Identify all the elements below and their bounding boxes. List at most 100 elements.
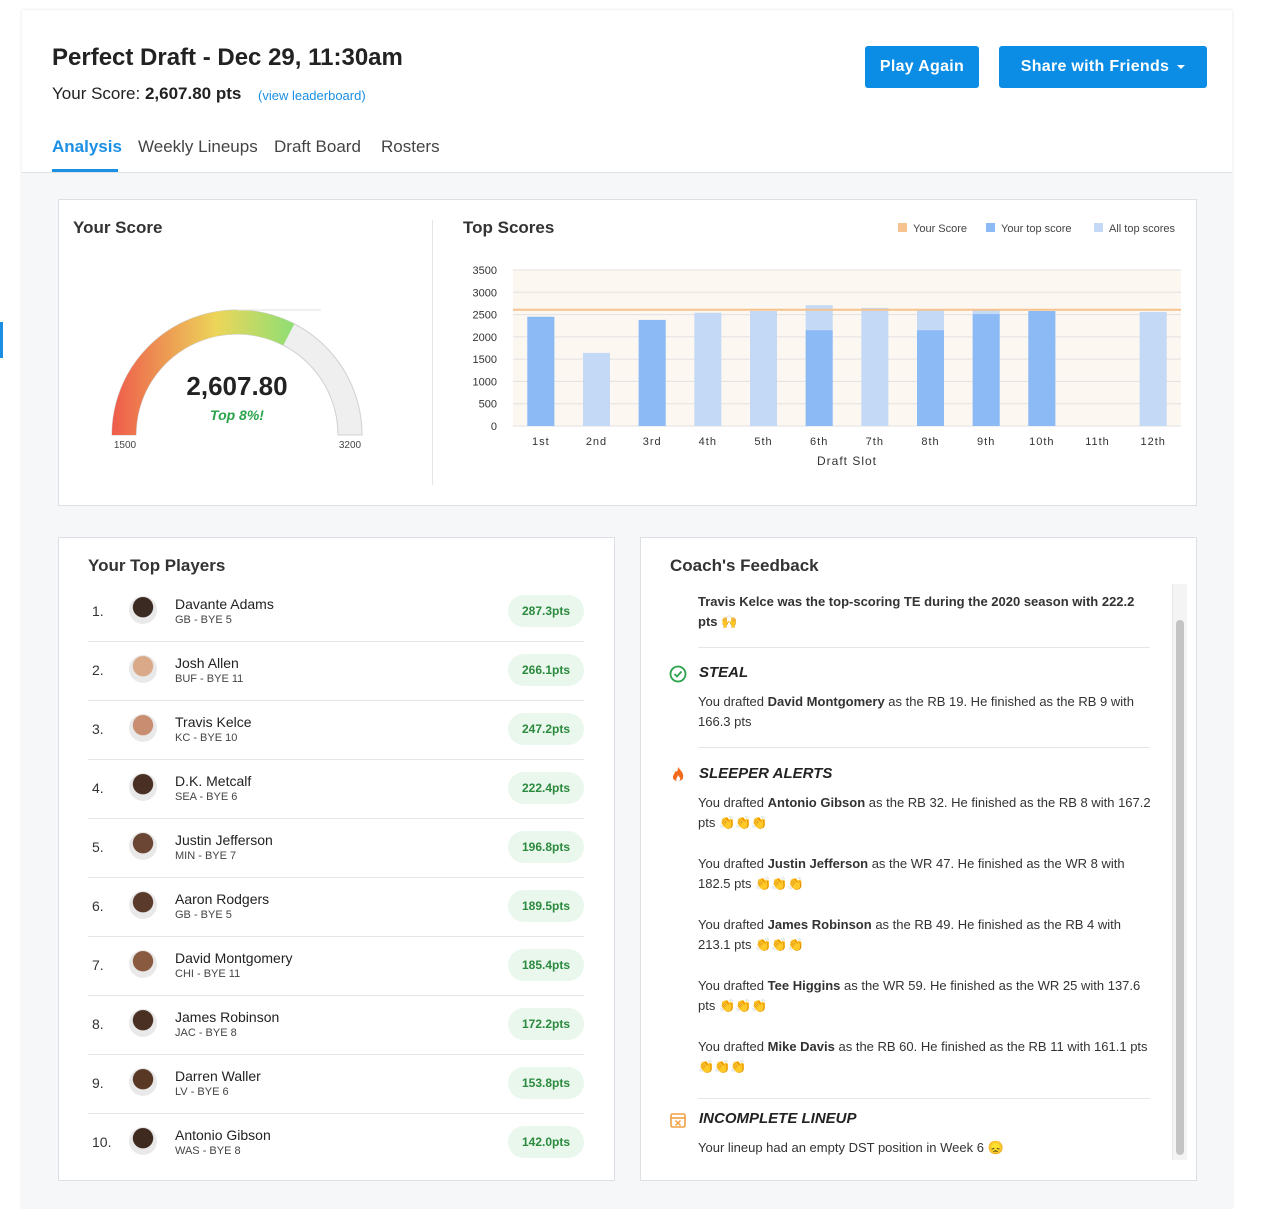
rank: 9. [92, 1075, 104, 1091]
tab[interactable]: Rosters [381, 137, 440, 156]
bar [583, 352, 610, 426]
section-divider [698, 747, 1150, 748]
tab[interactable]: Draft Board [274, 137, 361, 156]
row-divider [88, 936, 584, 937]
text: as the WR 47. He finished as the WR 8 wi… [698, 856, 1125, 891]
feedback-text: You drafted Tee Higgins as the WR 59. He… [698, 976, 1154, 1016]
row-divider [88, 877, 584, 878]
points-pill: 222.4pts [508, 772, 584, 804]
player-name: David Montgomery [175, 950, 293, 966]
points-pill: 142.0pts [508, 1126, 584, 1158]
score: 2,607.80 pts [144, 84, 242, 103]
player-name: Tee Higgins [767, 978, 841, 993]
points-pill: 153.8pts [508, 1067, 584, 1099]
text: as the RB 19. He finished as the RB 9 wi… [698, 694, 1134, 729]
feedback-text: You drafted David Montgomery as the RB 1… [698, 692, 1154, 732]
player-name: Mike Davis [767, 1039, 835, 1054]
y-tick-label: 3500 [473, 265, 497, 277]
y-tick-label: 3000 [473, 287, 497, 299]
text: You drafted [698, 917, 765, 932]
avatar [129, 596, 157, 624]
points-pill: 196.8pts [508, 831, 584, 863]
section-divider [698, 647, 1150, 648]
points-pill: 287.3pts [508, 595, 584, 627]
player-team: LV - BYE 6 [175, 1086, 229, 1098]
scroll-thumb[interactable] [1176, 620, 1184, 1155]
score-label: Your Score: [52, 84, 141, 103]
rank: 3. [92, 721, 104, 737]
tab[interactable]: Analysis [52, 137, 122, 156]
player-name: Antonio Gibson [767, 795, 866, 810]
section-divider [698, 1098, 1150, 1099]
bar [638, 319, 666, 426]
section-title: SLEEPER ALERTS [699, 765, 833, 782]
rank: 10. [92, 1134, 112, 1150]
chart-title: Top Scores [463, 218, 554, 237]
player-name: Aaron Rodgers [175, 891, 270, 907]
player-name: Travis Kelce [698, 594, 774, 609]
top-players-title: Your Top Players [88, 556, 226, 575]
avatar [129, 655, 157, 683]
feedback-text: You drafted James Robinson as the RB 49.… [698, 915, 1154, 955]
avatar [129, 891, 157, 919]
gauge-title: Your Score [73, 218, 162, 237]
avatar [129, 1068, 157, 1096]
y-tick-label: 2000 [473, 332, 497, 344]
player-name: Josh Allen [175, 655, 239, 671]
leaderboard-link[interactable]: (view leaderboard) [258, 88, 366, 103]
points-pill: 266.1pts [508, 654, 584, 686]
charts: Your Score 2,607.80 Top 8%! 1500 3200 Top Sco… [73, 218, 1181, 468]
legend-label: Your Score [913, 223, 967, 235]
x-tick-label: 6th [810, 436, 828, 448]
row-divider [88, 700, 584, 701]
rank: 8. [92, 1016, 104, 1032]
y-tick-label: 1500 [473, 354, 497, 366]
tab[interactable]: Weekly Lineups [138, 137, 258, 156]
bar [1139, 311, 1167, 426]
bar [972, 314, 1000, 426]
rank: 4. [92, 780, 104, 796]
x-axis-label: Draft Slot [817, 454, 877, 468]
player-team: GB - BYE 5 [175, 909, 232, 921]
x-tick-label: 10th [1029, 436, 1054, 448]
player-name: Davante Adams [175, 596, 274, 612]
rank: 7. [92, 957, 104, 973]
text: You drafted [698, 694, 765, 709]
player-name: D.K. Metcalf [175, 773, 252, 789]
player-name: Darren Waller [175, 1068, 261, 1084]
legend-swatch [986, 223, 995, 232]
y-tick-label: 1000 [473, 376, 497, 388]
play-again-button[interactable]: Play Again [865, 46, 979, 88]
bar [1028, 311, 1056, 426]
player-name: David Montgomery [767, 694, 885, 709]
x-tick-label: 1st [532, 436, 550, 448]
section-title: INCOMPLETE LINEUP [699, 1110, 857, 1127]
player-team: KC - BYE 10 [175, 732, 238, 744]
feedback-text: You drafted Justin Jefferson as the WR 4… [698, 854, 1154, 894]
bar [861, 307, 889, 426]
text: You drafted [698, 856, 765, 871]
text: as the WR 59. He finished as the WR 25 w… [698, 978, 1141, 1013]
x-tick-label: 9th [977, 436, 995, 448]
player-team: WAS - BYE 8 [175, 1145, 241, 1157]
legend-label: All top scores [1109, 223, 1176, 235]
x-tick-label: 8th [921, 436, 939, 448]
player-name: was the top-scoring TE during the 2020 s… [698, 594, 1135, 629]
text: You drafted [698, 795, 765, 810]
points-pill: 185.4pts [508, 949, 584, 981]
y-tick-label: 500 [479, 399, 497, 411]
player-team: MIN - BYE 7 [175, 850, 237, 862]
player-team: GB - BYE 5 [175, 614, 232, 626]
share-button[interactable]: Share with Friends [999, 46, 1207, 88]
x-tick-label: 11th [1085, 436, 1110, 448]
text: as the RB 60. He finished as the RB 11 w… [698, 1039, 1148, 1074]
player-name: Justin Jefferson [175, 832, 273, 848]
rank: 2. [92, 662, 104, 678]
tab-underline [52, 169, 118, 172]
plot-background [513, 270, 1181, 426]
row-divider [88, 1113, 584, 1114]
score-line: Your Score: 2,607.80 pts [52, 84, 241, 104]
player-name: Travis Kelce [175, 714, 252, 730]
player-team: CHI - BYE 11 [175, 968, 241, 980]
